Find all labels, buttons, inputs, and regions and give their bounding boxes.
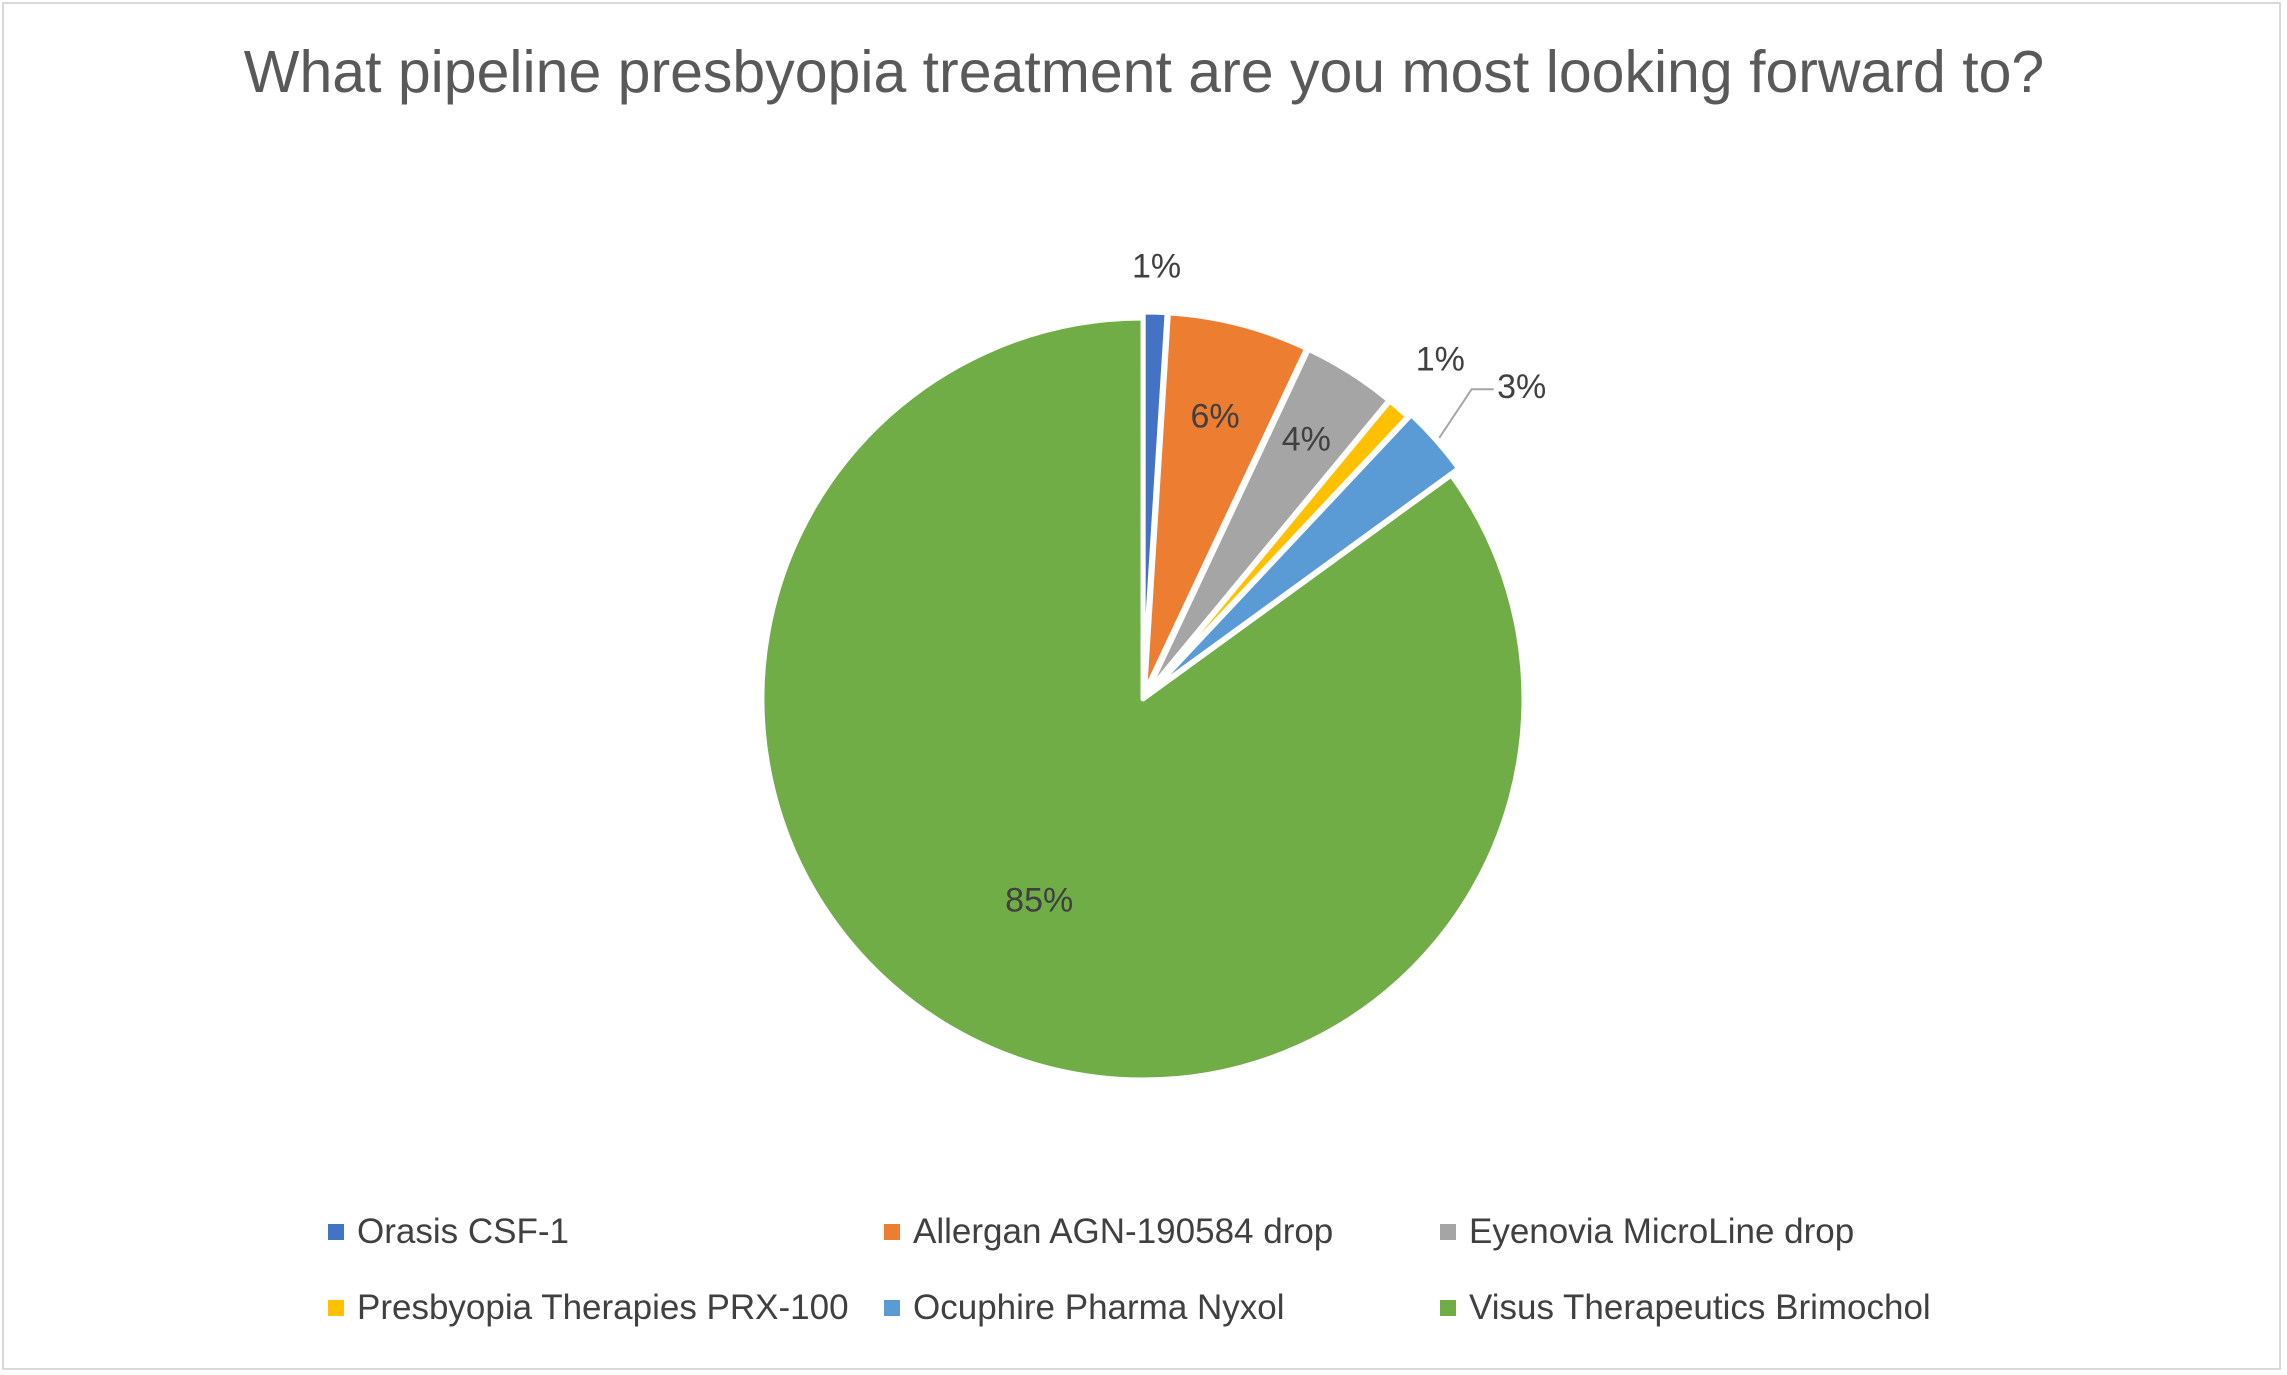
pie-slice-allergan — [1141, 310, 1310, 696]
legend-swatch-allergan — [884, 1224, 900, 1240]
legend-item-orasis: Orasis CSF-1 — [328, 1207, 569, 1257]
pie-slice-nyxol — [1148, 412, 1462, 695]
legend-label-brimochol: Visus Therapeutics Brimochol — [1469, 1288, 1931, 1327]
data-label-orasis: 1% — [1132, 248, 1181, 286]
legend-item-allergan: Allergan AGN-190584 drop — [884, 1207, 1333, 1257]
data-label-prx100: 1% — [1416, 341, 1465, 379]
data-label-brimochol: 85% — [1005, 882, 1073, 920]
legend-swatch-brimochol — [1440, 1300, 1456, 1316]
legend-label-prx100: Presbyopia Therapies PRX-100 — [357, 1288, 849, 1327]
legend-item-prx100: Presbyopia Therapies PRX-100 — [328, 1283, 849, 1333]
legend-label-allergan: Allergan AGN-190584 drop — [913, 1212, 1334, 1251]
legend-swatch-prx100 — [328, 1300, 344, 1316]
leader-line-nyxol — [1438, 388, 1494, 439]
chart-title: What pipeline presbyopia treatment are y… — [243, 39, 2045, 105]
legend-swatch-orasis — [328, 1224, 344, 1240]
legend-item-nyxol: Ocuphire Pharma Nyxol — [884, 1283, 1285, 1333]
data-label-eyenovia: 4% — [1282, 421, 1331, 459]
legend-swatch-eyenovia — [1440, 1224, 1456, 1240]
data-label-allergan: 6% — [1190, 398, 1239, 436]
legend-item-eyenovia: Eyenovia MicroLine drop — [1440, 1207, 1854, 1257]
legend-label-nyxol: Ocuphire Pharma Nyxol — [913, 1288, 1285, 1327]
legend-label-eyenovia: Eyenovia MicroLine drop — [1469, 1212, 1855, 1251]
pie-slice-brimochol — [759, 315, 1527, 1083]
data-label-nyxol: 3% — [1497, 368, 1546, 406]
legend-item-brimochol: Visus Therapeutics Brimochol — [1440, 1283, 1931, 1333]
legend-swatch-nyxol — [884, 1300, 900, 1316]
legend-label-orasis: Orasis CSF-1 — [357, 1212, 569, 1251]
